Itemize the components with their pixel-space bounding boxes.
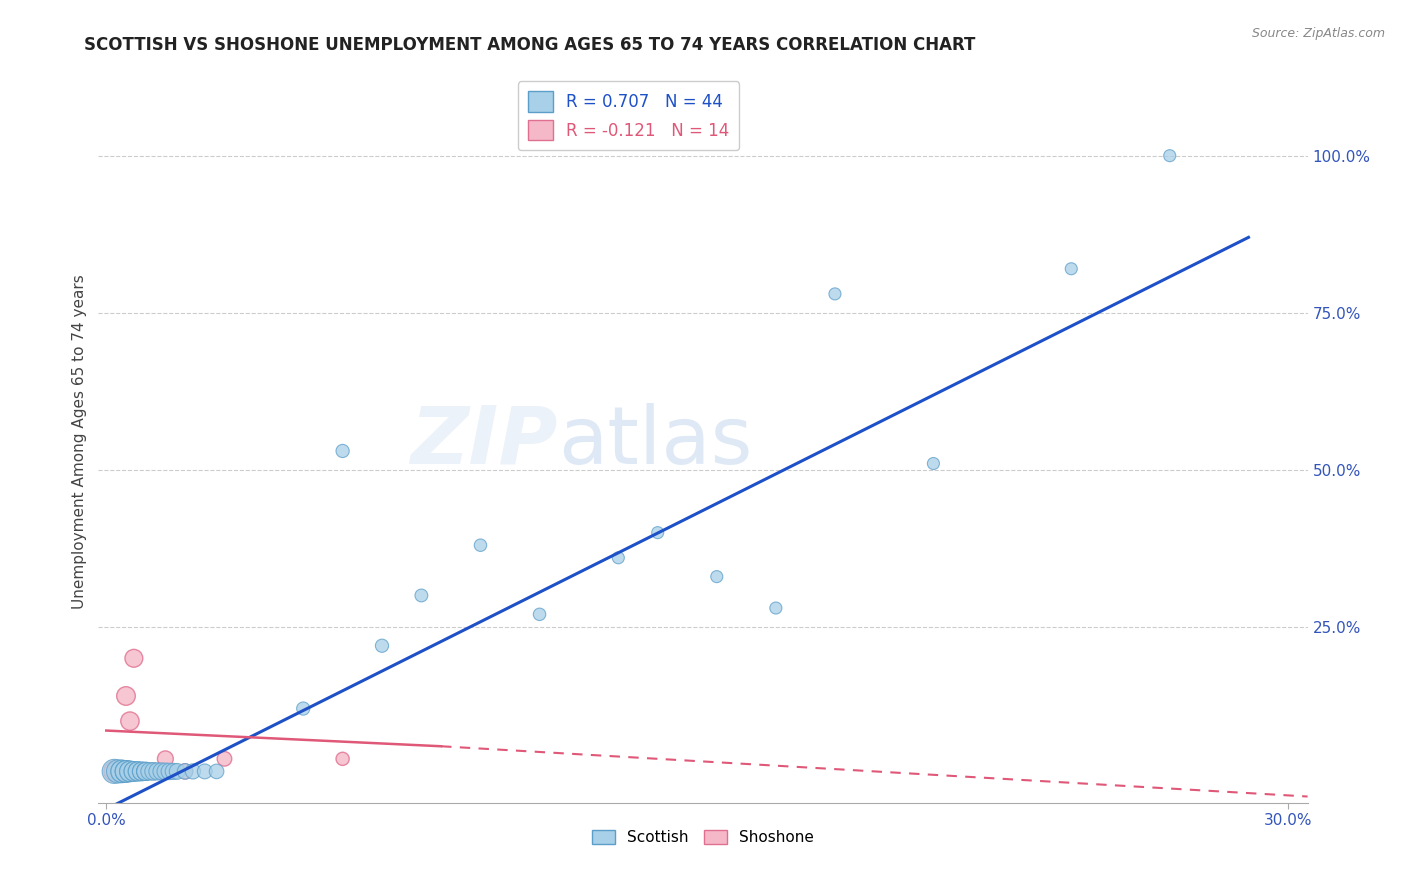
Point <box>107 764 129 779</box>
Point <box>142 764 165 779</box>
Point <box>131 764 153 779</box>
Point <box>118 764 141 779</box>
Point <box>122 764 145 779</box>
Point <box>162 764 184 779</box>
Point <box>103 764 125 779</box>
Point <box>115 764 138 779</box>
Point <box>922 457 945 471</box>
Point <box>174 764 197 779</box>
Point <box>107 764 129 779</box>
Point <box>111 764 134 779</box>
Point <box>166 764 188 779</box>
Point <box>824 286 846 301</box>
Text: ZIP: ZIP <box>411 402 558 481</box>
Point <box>115 764 138 779</box>
Point <box>135 764 157 779</box>
Point <box>118 714 141 728</box>
Point <box>706 569 728 583</box>
Point <box>122 651 145 665</box>
Point <box>529 607 551 622</box>
Point <box>131 764 153 779</box>
Point <box>135 764 157 779</box>
Point <box>118 764 141 779</box>
Point <box>1159 149 1181 163</box>
Point <box>155 752 177 766</box>
Point <box>131 764 153 779</box>
Point <box>765 601 787 615</box>
Point <box>127 764 149 779</box>
Point <box>127 764 149 779</box>
Point <box>135 764 157 779</box>
Point <box>150 764 173 779</box>
Point <box>103 764 125 779</box>
Text: Source: ZipAtlas.com: Source: ZipAtlas.com <box>1251 27 1385 40</box>
Point <box>122 764 145 779</box>
Legend: Scottish, Shoshone: Scottish, Shoshone <box>585 822 821 853</box>
Point <box>470 538 492 552</box>
Point <box>174 764 197 779</box>
Point <box>111 764 134 779</box>
Point <box>371 639 394 653</box>
Point <box>332 444 354 458</box>
Point <box>1060 261 1083 276</box>
Point <box>607 550 630 565</box>
Point <box>157 764 180 779</box>
Point <box>214 752 236 766</box>
Point <box>142 764 165 779</box>
Point <box>127 764 149 779</box>
Point <box>332 752 354 766</box>
Point <box>155 764 177 779</box>
Point <box>115 764 138 779</box>
Point <box>181 764 204 779</box>
Text: SCOTTISH VS SHOSHONE UNEMPLOYMENT AMONG AGES 65 TO 74 YEARS CORRELATION CHART: SCOTTISH VS SHOSHONE UNEMPLOYMENT AMONG … <box>84 36 976 54</box>
Point <box>194 764 217 779</box>
Y-axis label: Unemployment Among Ages 65 to 74 years: Unemployment Among Ages 65 to 74 years <box>72 274 87 609</box>
Point <box>292 701 315 715</box>
Point <box>146 764 169 779</box>
Point <box>411 589 433 603</box>
Point <box>115 689 138 703</box>
Point <box>138 764 160 779</box>
Text: atlas: atlas <box>558 402 752 481</box>
Point <box>135 764 157 779</box>
Point <box>205 764 228 779</box>
Point <box>111 764 134 779</box>
Point <box>647 525 669 540</box>
